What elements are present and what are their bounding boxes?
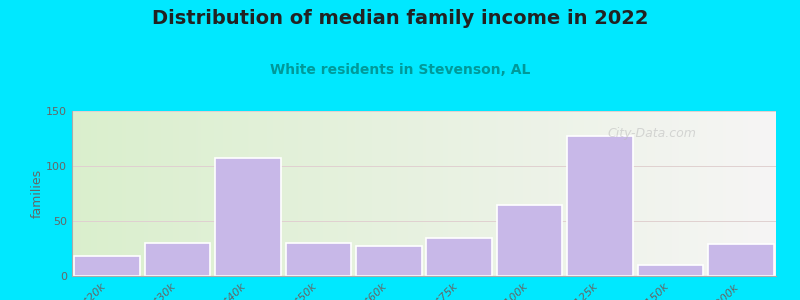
- Bar: [426, 238, 492, 276]
- Bar: [567, 136, 633, 276]
- Bar: [356, 246, 422, 276]
- Text: White residents in Stevenson, AL: White residents in Stevenson, AL: [270, 63, 530, 77]
- Bar: [74, 256, 140, 276]
- Bar: [708, 244, 774, 276]
- Text: City-Data.com: City-Data.com: [607, 128, 696, 140]
- Bar: [638, 265, 703, 276]
- Bar: [215, 158, 281, 276]
- Bar: [497, 205, 562, 276]
- Bar: [145, 243, 210, 276]
- Text: Distribution of median family income in 2022: Distribution of median family income in …: [152, 9, 648, 28]
- Bar: [286, 243, 351, 276]
- Y-axis label: families: families: [30, 169, 43, 218]
